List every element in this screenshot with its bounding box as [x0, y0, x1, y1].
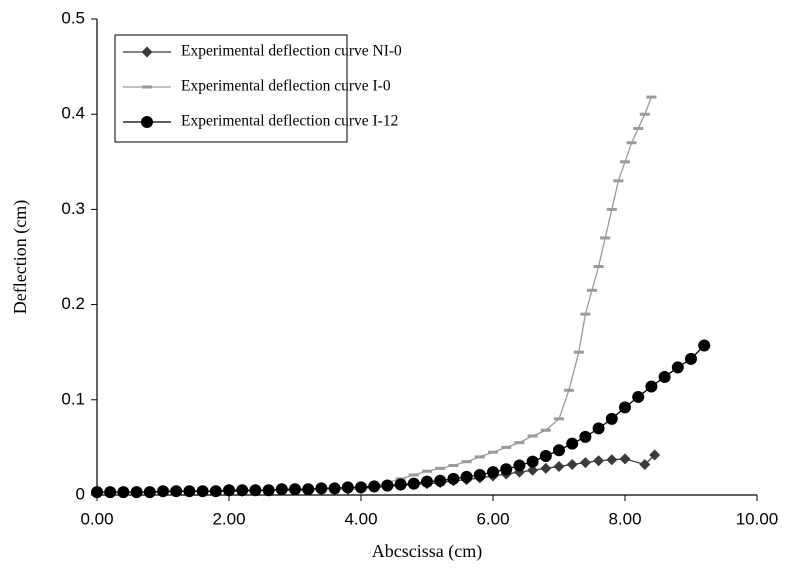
marker [381, 479, 394, 492]
marker [130, 486, 143, 499]
marker [407, 477, 420, 490]
marker [579, 430, 592, 443]
marker [315, 482, 328, 495]
marker [249, 484, 262, 497]
marker [593, 455, 605, 467]
marker [236, 484, 249, 497]
marker [196, 485, 209, 498]
legend-label: Experimental deflection curve I-12 [181, 113, 398, 130]
marker [328, 482, 341, 495]
marker [355, 481, 367, 494]
marker [209, 485, 222, 498]
marker [500, 463, 513, 476]
marker [447, 472, 460, 485]
x-axis-title: Abcscissa (cm) [372, 541, 482, 562]
legend-box [114, 34, 348, 143]
marker [632, 390, 645, 403]
y-tick-label: 0.2 [61, 294, 85, 313]
marker [157, 485, 169, 498]
marker [579, 457, 591, 469]
marker [275, 483, 288, 496]
marker [368, 480, 381, 493]
marker [487, 466, 499, 479]
y-tick-label: 0.4 [61, 104, 85, 123]
marker [553, 444, 565, 457]
series [92, 95, 657, 494]
y-tick-label: 0 [76, 484, 85, 503]
y-tick-label: 0.1 [61, 389, 85, 408]
marker [170, 485, 183, 498]
marker [302, 483, 315, 496]
marker [223, 484, 235, 497]
marker [566, 459, 578, 471]
marker [513, 459, 526, 472]
legend-label: Experimental deflection curve NI-0 [181, 43, 402, 60]
marker [183, 485, 196, 498]
marker [539, 449, 552, 462]
marker [619, 453, 631, 465]
x-tick-label: 4.00 [344, 509, 377, 528]
marker [553, 460, 565, 472]
y-tick-label: 0.5 [61, 8, 85, 27]
marker [605, 412, 618, 425]
marker [592, 422, 605, 435]
marker [473, 469, 486, 482]
marker [91, 486, 103, 499]
marker [639, 459, 651, 471]
legend-marker [141, 116, 153, 128]
marker [658, 370, 671, 383]
x-tick-label: 2.00 [212, 509, 245, 528]
x-tick-label: 0.00 [80, 509, 113, 528]
marker [619, 401, 631, 414]
marker [527, 464, 539, 476]
marker [143, 486, 156, 499]
marker [434, 474, 447, 487]
series-line [97, 96, 653, 493]
y-tick-label: 0.3 [61, 199, 85, 218]
marker [698, 339, 711, 352]
marker [460, 470, 473, 483]
marker [540, 462, 552, 474]
marker [685, 352, 697, 365]
marker [117, 486, 130, 499]
legend-marker [141, 46, 153, 58]
marker [341, 481, 354, 494]
marker [645, 380, 658, 393]
marker [289, 483, 301, 496]
marker [649, 449, 661, 461]
marker [421, 475, 433, 488]
series [91, 339, 711, 499]
legend-label: Experimental deflection curve I-0 [181, 78, 391, 95]
marker [526, 455, 539, 468]
x-tick-label: 10.00 [736, 509, 779, 528]
y-axis-title: Deflection (cm) [10, 200, 31, 314]
marker [671, 361, 684, 374]
marker [566, 437, 579, 450]
marker [104, 486, 117, 499]
x-tick-label: 6.00 [476, 509, 509, 528]
marker [606, 454, 618, 466]
marker [394, 478, 407, 491]
x-tick-label: 8.00 [608, 509, 641, 528]
marker [262, 484, 275, 497]
